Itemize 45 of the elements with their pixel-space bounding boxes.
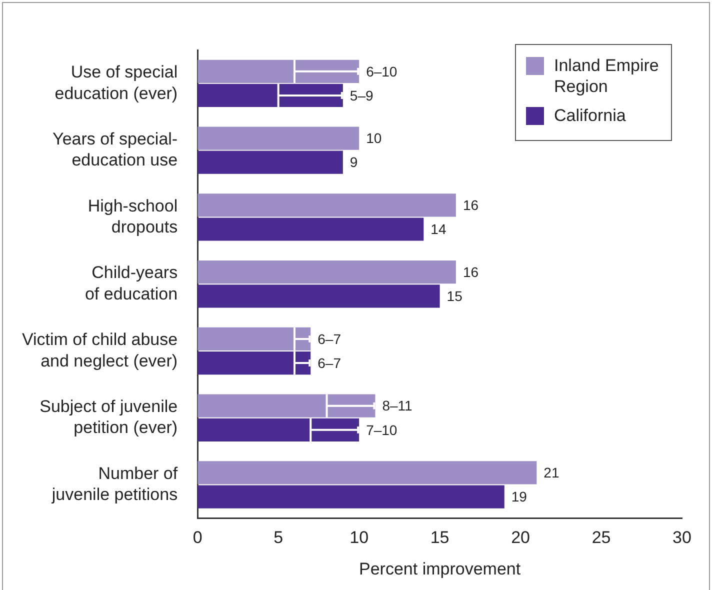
bar [198, 394, 376, 418]
data-label: 9 [350, 154, 358, 170]
bar [198, 284, 440, 308]
legend-label: California [554, 105, 626, 126]
data-label: 5–9 [350, 87, 374, 104]
bar [198, 351, 311, 375]
x-axis-title: Percent improvement [359, 559, 521, 578]
data-label: 6–7 [318, 354, 342, 371]
legend-label: Inland Empire Region [554, 55, 659, 97]
x-tick-label: 20 [511, 528, 530, 548]
bar [198, 461, 537, 484]
x-tick-label: 0 [192, 528, 202, 548]
y-tick-label: Years of special- education use [52, 129, 178, 170]
bar [198, 485, 504, 508]
bar [198, 218, 424, 241]
data-label: 15 [446, 288, 463, 304]
data-label: 6–7 [318, 330, 342, 347]
bar [198, 84, 343, 108]
y-tick-label: Victim of child abuse and neglect (ever) [22, 330, 178, 370]
data-label: 14 [430, 221, 446, 238]
y-tick-label: High-school dropouts [88, 196, 178, 237]
data-label: 7–10 [366, 422, 398, 438]
data-label: 19 [511, 488, 528, 505]
y-tick-label: Use of special education (ever) [54, 62, 178, 103]
bar [198, 194, 456, 217]
y-tick-label: Number of juvenile petitions [50, 464, 178, 504]
y-tick-label: Child-years of education [84, 263, 178, 304]
x-tick-label: 25 [592, 528, 611, 548]
x-tick-label: 10 [350, 528, 369, 548]
data-label: 6–10 [366, 63, 398, 80]
bar [198, 60, 360, 83]
data-label: 16 [462, 197, 479, 214]
data-label: 8–11 [382, 398, 413, 414]
data-label: 21 [544, 464, 560, 481]
bar [198, 126, 360, 150]
bar [198, 150, 343, 174]
bar [198, 418, 360, 442]
y-tick-label: Subject of juvenile petition (ever) [40, 396, 178, 438]
x-tick-label: 30 [672, 528, 692, 548]
x-tick-label: 5 [274, 528, 284, 548]
x-tick-label: 15 [430, 528, 450, 548]
data-label: 10 [366, 130, 382, 146]
bar [198, 327, 311, 351]
data-label: 16 [462, 264, 479, 280]
bar [198, 260, 456, 284]
